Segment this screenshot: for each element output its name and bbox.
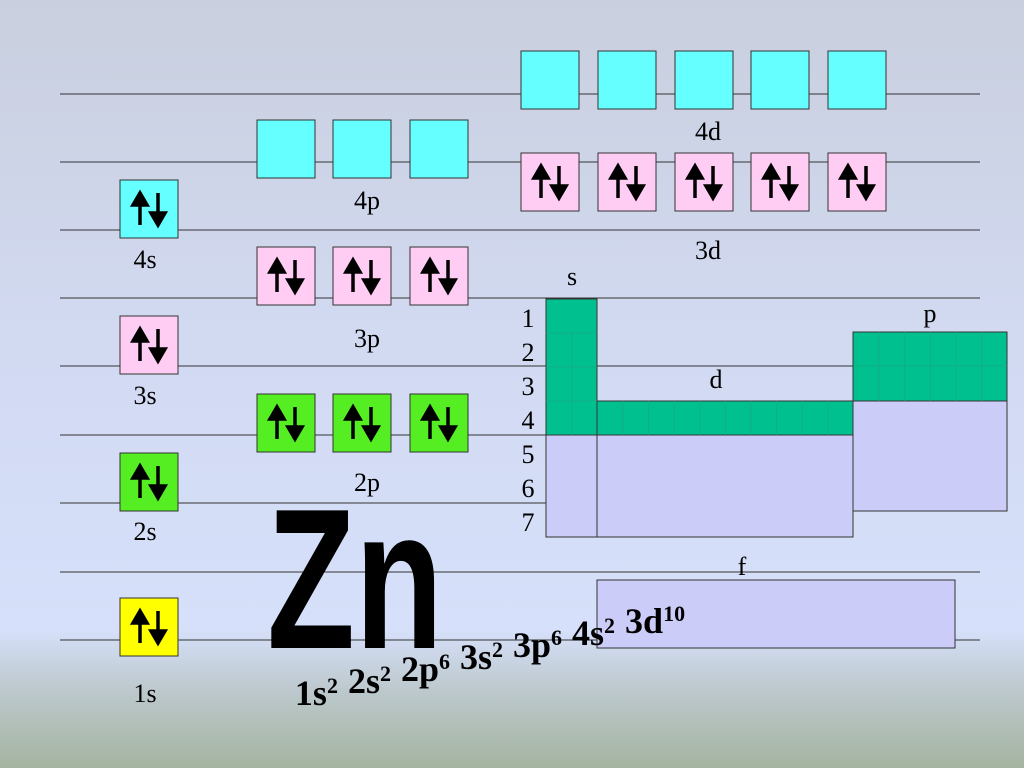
term-exponent: 2 bbox=[492, 637, 503, 662]
period-number: 6 bbox=[522, 474, 535, 503]
spin-down-arrow bbox=[284, 260, 306, 296]
spin-down-arrow bbox=[147, 611, 169, 647]
orbital-box bbox=[256, 393, 316, 453]
term-exponent: 10 bbox=[663, 601, 685, 626]
orbital-box bbox=[256, 246, 316, 306]
orbital-box bbox=[750, 50, 810, 110]
period-number: 5 bbox=[522, 440, 535, 469]
period-number: 2 bbox=[522, 338, 535, 367]
orbital-box bbox=[597, 50, 657, 110]
term-base: 1s bbox=[295, 673, 327, 713]
orbital-label: 3d bbox=[695, 236, 721, 265]
spin-up-arrow bbox=[684, 162, 706, 198]
spin-up-arrow bbox=[419, 256, 441, 292]
p-block-empty bbox=[852, 400, 1008, 512]
term-base: 4s bbox=[572, 613, 604, 653]
spin-down-arrow bbox=[437, 407, 459, 443]
orbital-box bbox=[674, 50, 734, 110]
spin-up-arrow bbox=[342, 403, 364, 439]
orbital-label: 3s bbox=[133, 381, 156, 410]
orbital-box bbox=[332, 393, 392, 453]
orbital-box bbox=[674, 152, 734, 212]
orbital-box bbox=[827, 50, 887, 110]
term-base: 3d bbox=[625, 601, 663, 641]
spin-down-arrow bbox=[284, 407, 306, 443]
period-numbers: 1 2 3 4 5 6 7 bbox=[522, 304, 535, 537]
spin-up-arrow bbox=[607, 162, 629, 198]
orbital-label: 1s bbox=[133, 679, 156, 708]
spin-down-arrow bbox=[625, 166, 647, 202]
spin-down-arrow bbox=[702, 166, 724, 202]
spin-down-arrow bbox=[437, 260, 459, 296]
spin-up-arrow bbox=[530, 162, 552, 198]
orbital-box bbox=[119, 597, 179, 657]
period-number: 4 bbox=[522, 406, 535, 435]
orbital-box bbox=[520, 152, 580, 212]
orbital-box bbox=[119, 315, 179, 375]
term-exponent: 6 bbox=[551, 625, 562, 650]
electron-configuration: 1s2 2s2 2p6 3s2 3p6 4s2 3d10 bbox=[295, 601, 685, 713]
orbital-box bbox=[332, 246, 392, 306]
spin-down-arrow bbox=[778, 166, 800, 202]
element-symbol: Zn bbox=[267, 467, 443, 691]
spin-down-arrow bbox=[147, 329, 169, 365]
spin-up-arrow bbox=[129, 325, 151, 361]
term-exponent: 2 bbox=[380, 661, 391, 686]
orbital-box bbox=[750, 152, 810, 212]
spin-down-arrow bbox=[360, 407, 382, 443]
orbital-box bbox=[409, 246, 469, 306]
spin-up-arrow bbox=[419, 403, 441, 439]
spin-up-arrow bbox=[266, 403, 288, 439]
spin-down-arrow bbox=[147, 193, 169, 229]
block-label: d bbox=[710, 365, 723, 394]
orbital-label: 4p bbox=[354, 186, 380, 215]
term-base: 3s bbox=[460, 637, 492, 677]
period-number: 7 bbox=[522, 508, 535, 537]
spin-up-arrow bbox=[129, 607, 151, 643]
spin-up-arrow bbox=[129, 462, 151, 498]
spin-down-arrow bbox=[855, 166, 877, 202]
d-block-empty bbox=[596, 434, 854, 538]
orbital-box bbox=[119, 179, 179, 239]
spin-down-arrow bbox=[147, 466, 169, 502]
term-exponent: 6 bbox=[439, 649, 450, 674]
orbital-box bbox=[409, 393, 469, 453]
orbital-box bbox=[409, 119, 469, 179]
spin-up-arrow bbox=[342, 256, 364, 292]
orbital-label: 2p bbox=[354, 468, 380, 497]
spin-up-arrow bbox=[266, 256, 288, 292]
periodic-table bbox=[545, 298, 1008, 649]
orbital-box bbox=[256, 119, 316, 179]
spin-down-arrow bbox=[548, 166, 570, 202]
block-label: p bbox=[924, 299, 937, 328]
term-base: 2p bbox=[401, 649, 439, 689]
orbital-label: 2s bbox=[133, 517, 156, 546]
orbital-box bbox=[332, 119, 392, 179]
term-base: 2s bbox=[348, 661, 380, 701]
orbital-label: 4d bbox=[695, 117, 721, 146]
block-label: f bbox=[738, 552, 747, 581]
orbital-box bbox=[827, 152, 887, 212]
s-block-empty bbox=[545, 434, 598, 538]
spin-up-arrow bbox=[129, 189, 151, 225]
orbital-box bbox=[119, 452, 179, 512]
f-block bbox=[596, 579, 956, 649]
spin-up-arrow bbox=[760, 162, 782, 198]
term-exponent: 2 bbox=[604, 613, 615, 638]
period-number: 1 bbox=[522, 304, 535, 333]
spin-up-arrow bbox=[837, 162, 859, 198]
orbital-box bbox=[597, 152, 657, 212]
term-exponent: 2 bbox=[327, 673, 338, 698]
period-number: 3 bbox=[522, 372, 535, 401]
orbital-label: 4s bbox=[133, 245, 156, 274]
term-base: 3p bbox=[513, 625, 551, 665]
orbital-box bbox=[520, 50, 580, 110]
spin-down-arrow bbox=[360, 260, 382, 296]
orbital-boxes bbox=[119, 50, 887, 657]
orbital-label: 3p bbox=[354, 324, 380, 353]
block-label: s bbox=[567, 262, 577, 291]
